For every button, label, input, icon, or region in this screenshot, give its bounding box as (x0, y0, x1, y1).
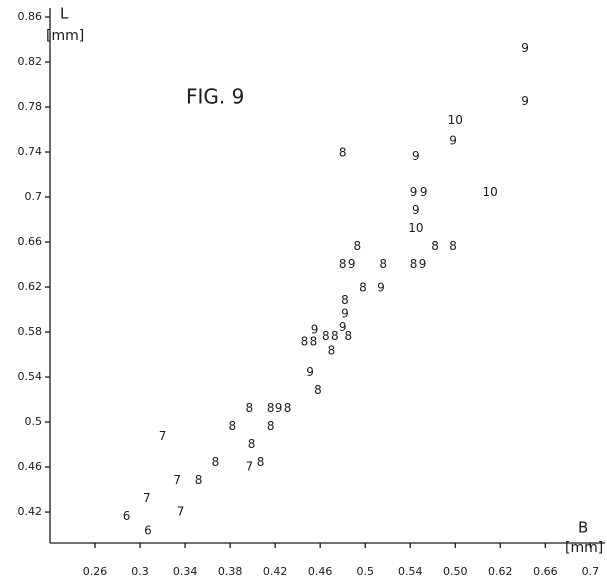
point-marker: 8 (212, 455, 220, 469)
y-tick-label: 0.82 (18, 55, 43, 68)
point-marker: 7 (159, 429, 167, 443)
x-tick-label: 0.66 (533, 565, 558, 578)
point-marker: 10 (448, 113, 463, 127)
point-marker: 8 (248, 437, 256, 451)
x-tick-label: 0.7 (582, 565, 600, 578)
point-marker: 8 (331, 329, 339, 343)
x-tick-label: 0.38 (218, 565, 243, 578)
x-tick-label: 0.54 (398, 565, 423, 578)
y-tick-label: 0.66 (18, 235, 43, 248)
point-marker: 8 (328, 344, 336, 358)
y-label: L (60, 5, 69, 23)
y-tick-label: 0.46 (18, 460, 43, 473)
point-marker: 9 (419, 257, 427, 271)
point-marker: 8 (267, 419, 275, 433)
point-marker: 7 (177, 505, 185, 519)
point-marker: 8 (339, 146, 347, 160)
point-marker: 8 (257, 455, 265, 469)
point-marker: 9 (449, 133, 457, 147)
point-marker: 9 (410, 185, 418, 199)
point-marker: 8 (345, 329, 353, 343)
point-marker: 8 (322, 329, 330, 343)
x-tick-label: 0.42 (263, 565, 288, 578)
y-tick-label: 0.78 (18, 100, 43, 113)
point-marker: 9 (339, 320, 347, 334)
x-tick-label: 0.62 (488, 565, 513, 578)
y-tick-label: 0.54 (18, 370, 43, 383)
point-marker: 9 (348, 257, 356, 271)
point-marker: 8 (229, 419, 237, 433)
point-marker: 9 (412, 149, 420, 163)
point-marker: 7 (173, 473, 181, 487)
point-marker: 9 (521, 94, 529, 108)
point-marker: 9 (341, 307, 349, 321)
point-marker: 8 (379, 257, 387, 271)
point-marker: 7 (143, 491, 151, 505)
point-marker: 8 (339, 257, 347, 271)
point-marker: 9 (377, 281, 385, 295)
point-marker: 8 (314, 383, 322, 397)
point-marker: 10 (483, 185, 498, 199)
point-marker: 9 (275, 401, 283, 415)
point-marker: 7 (245, 460, 253, 474)
point-marker: 8 (449, 239, 457, 253)
point-marker: 8 (341, 293, 349, 307)
point-marker: 8 (195, 473, 203, 487)
point-marker: 8 (310, 335, 318, 349)
x-label: B (578, 519, 588, 537)
point-marker: 8 (284, 401, 292, 415)
y-tick-label: 0.74 (18, 145, 43, 158)
point-marker: 8 (359, 281, 367, 295)
y-tick-label: 0.7 (25, 190, 43, 203)
point-marker: 10 (408, 221, 423, 235)
y-tick-label: 0.5 (25, 415, 43, 428)
point-marker: 8 (410, 257, 418, 271)
y-tick-label: 0.86 (18, 10, 43, 23)
point-marker: 8 (354, 239, 362, 253)
point-marker: 9 (521, 41, 529, 55)
point-marker: 6 (144, 524, 152, 538)
x-tick-label: 0.50 (443, 565, 468, 578)
point-marker: 9 (420, 185, 428, 199)
x-unit: [mm] (565, 540, 603, 556)
y-tick-label: 0.58 (18, 325, 43, 338)
point-marker: 8 (267, 401, 275, 415)
point-marker: 9 (412, 203, 420, 217)
x-tick-label: 0.5 (356, 565, 374, 578)
y-unit: [mm] (46, 28, 84, 44)
point-marker: 6 (123, 509, 131, 523)
y-tick-label: 0.62 (18, 280, 43, 293)
x-tick-label: 0.3 (131, 565, 149, 578)
x-tick-label: 0.34 (173, 565, 198, 578)
point-marker: 8 (431, 239, 439, 253)
point-marker: 9 (311, 322, 319, 336)
x-tick-label: 0.46 (308, 565, 333, 578)
point-marker: 9 (306, 365, 314, 379)
point-marker: 8 (245, 401, 253, 415)
point-marker: 8 (301, 335, 309, 349)
chart-title: FIG. 9 (186, 85, 244, 109)
x-tick-label: 0.26 (83, 565, 108, 578)
y-tick-label: 0.42 (18, 505, 43, 518)
